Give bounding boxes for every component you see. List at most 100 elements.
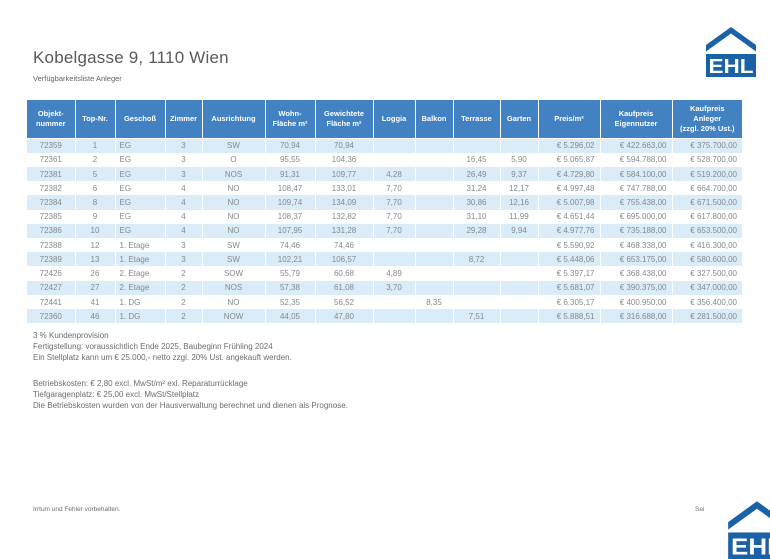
cell-top_nr: 5: [75, 166, 116, 182]
ehl-logo-icon: EHL: [728, 501, 770, 559]
cell-ausrichtung: O: [202, 152, 266, 167]
cell-geschoss: EG: [115, 138, 166, 153]
cell-balkon: [415, 252, 454, 267]
cell-wohnflaeche: 52,35: [265, 294, 316, 310]
cell-preis_m2: € 5.397,17: [538, 266, 601, 281]
cell-objektnummer: 72360: [27, 309, 76, 324]
cell-garten: [500, 252, 539, 267]
logo-text: EHL: [731, 533, 770, 559]
cell-objektnummer: 72441: [27, 294, 76, 310]
cell-gewichtete_flaeche: 106,57: [315, 252, 374, 267]
cell-zimmer: 3: [165, 238, 203, 253]
cell-kaufpreis_eigennutzer: € 368.438,00: [600, 266, 673, 281]
cell-ausrichtung: SW: [202, 252, 266, 267]
cell-wohnflaeche: 44,05: [265, 309, 316, 324]
cell-wohnflaeche: 95,55: [265, 152, 316, 167]
cell-ausrichtung: NO: [202, 209, 266, 224]
cell-kaufpreis_eigennutzer: € 468.338,00: [600, 238, 673, 253]
cell-kaufpreis_eigennutzer: € 316.688,00: [600, 309, 673, 324]
cell-kaufpreis_anleger: € 327.500,00: [690, 269, 737, 279]
column-header-wohnflaeche: Wohn- Fläche m²: [265, 100, 316, 139]
cell-top_nr: 2: [75, 152, 116, 167]
table-row: 72381 5 EG 3 NOS 91,31 109,77 4,28 26,49 9,37 € 4.…: [27, 166, 742, 182]
column-header-zimmer: Zimmer: [165, 100, 203, 139]
note-line: Die Betriebskosten wurden von der Hausve…: [33, 401, 348, 410]
cell-ausrichtung: NO: [202, 195, 266, 210]
cell-geschoss: EG: [115, 195, 166, 210]
cell-objektnummer: 72361: [27, 152, 76, 167]
cell-loggia: 3,70: [373, 280, 416, 295]
cell-geschoss: EG: [115, 152, 166, 167]
cell-kaufpreis_eigennutzer: € 594.788,00: [600, 152, 673, 167]
cell-preis_m2: € 5.448,06: [538, 252, 601, 267]
cell-top_nr: 8: [75, 195, 116, 210]
cell-terrasse: 26,49: [453, 166, 501, 182]
cell-garten: [500, 138, 539, 153]
cell-gewichtete_flaeche: 74,46: [315, 238, 374, 253]
cell-geschoss: 1. Etage: [115, 252, 166, 267]
page-title: Kobelgasse 9, 1110 Wien: [33, 48, 229, 67]
column-header-kaufpreis_eigennutzer: Kaufpreis Eigennutzer: [600, 100, 673, 139]
cell-objektnummer: 72384: [27, 195, 76, 210]
cell-balkon: [415, 181, 454, 196]
cell-garten: [500, 294, 539, 310]
note-line: Fertigstellung: voraussichtlich Ende 202…: [33, 342, 273, 351]
note-line: Tiefgaragenplatz: € 25,00 excl. MwSt/Ste…: [33, 390, 200, 399]
notes-costs-block: Betriebskosten: € 2,80 excl. MwSt/m² exl…: [33, 378, 348, 411]
cell-objektnummer: 72382: [27, 181, 76, 196]
house-roof-icon: [728, 501, 770, 530]
table-row: 72384 8 EG 4 NO 109,74 134,09 7,70 30,86 12,16 € 5…: [27, 195, 742, 210]
column-header-preis_m2: Preis/m²: [538, 100, 601, 139]
cell-top_nr: 12: [75, 238, 116, 253]
cell-top_nr: 13: [75, 252, 116, 267]
cell-objektnummer: 72426: [27, 266, 76, 281]
column-header-kaufpreis_anleger: Kaufpreis Anleger (zzgl. 20% Ust.): [672, 100, 742, 139]
cell-balkon: [415, 266, 454, 281]
cell-kaufpreis_anleger: € 664.700,00: [690, 183, 737, 193]
page-subtitle: Verfügbarkeitsliste Anleger: [33, 74, 122, 83]
cell-preis_m2: € 5.590,92: [538, 238, 601, 253]
cell-terrasse: 8,72: [453, 252, 501, 267]
cell-zimmer: 3: [165, 166, 203, 182]
notes-provision-block: 3 % Kundenprovision Fertigstellung: vora…: [33, 330, 292, 363]
cell-preis_m2: € 4.729,80: [538, 166, 601, 182]
cell-kaufpreis_anleger: € 347.000,00: [690, 283, 737, 293]
cell-wohnflaeche: 70,94: [265, 138, 316, 153]
footer-page-label: Sei: [695, 506, 705, 513]
cell-preis_m2: € 4.977,76: [538, 223, 601, 239]
column-header-geschoss: Geschoß: [115, 100, 166, 139]
house-roof-icon: [706, 27, 756, 52]
cell-garten: 11,99: [500, 209, 539, 224]
column-header-terrasse: Terrasse: [453, 100, 501, 139]
cell-kaufpreis_anleger: € 671.500,00: [690, 197, 737, 207]
cell-balkon: [415, 166, 454, 182]
cell-loggia: [373, 309, 416, 324]
cell-preis_m2: € 5.888,51: [538, 309, 601, 324]
cell-zimmer: 3: [165, 152, 203, 167]
cell-terrasse: 16,45: [453, 152, 501, 167]
table-row: 72441 41 1. DG 2 NO 52,35 56,52 8,35 € 6.305,17 €…: [27, 294, 742, 310]
cell-terrasse: [453, 280, 501, 295]
cell-wohnflaeche: 102,21: [265, 252, 316, 267]
cell-kaufpreis_eigennutzer: € 422.663,00: [600, 138, 673, 153]
cell-top_nr: 6: [75, 181, 116, 196]
cell-ausrichtung: NOS: [202, 280, 266, 295]
cell-terrasse: 31,10: [453, 209, 501, 224]
cell-geschoss: EG: [115, 223, 166, 239]
cell-zimmer: 3: [165, 252, 203, 267]
cell-loggia: [373, 294, 416, 310]
cell-kaufpreis_eigennutzer: € 653.175,00: [600, 252, 673, 267]
cell-geschoss: 1. Etage: [115, 238, 166, 253]
cell-geschoss: EG: [115, 181, 166, 196]
cell-geschoss: 1. DG: [115, 294, 166, 310]
cell-geschoss: 2. Etage: [115, 280, 166, 295]
table-row: 72426 26 2. Etage 2 SOW 55,79 60,68 4,89 € 5.397…: [27, 266, 742, 281]
cell-wohnflaeche: 108,47: [265, 181, 316, 196]
cell-ausrichtung: NO: [202, 181, 266, 196]
cell-top_nr: 27: [75, 280, 116, 295]
cell-gewichtete_flaeche: 61,08: [315, 280, 374, 295]
cell-kaufpreis_eigennutzer: € 755.438,00: [600, 195, 673, 210]
cell-geschoss: 2. Etage: [115, 266, 166, 281]
cell-balkon: [415, 195, 454, 210]
cell-gewichtete_flaeche: 131,28: [315, 223, 374, 239]
